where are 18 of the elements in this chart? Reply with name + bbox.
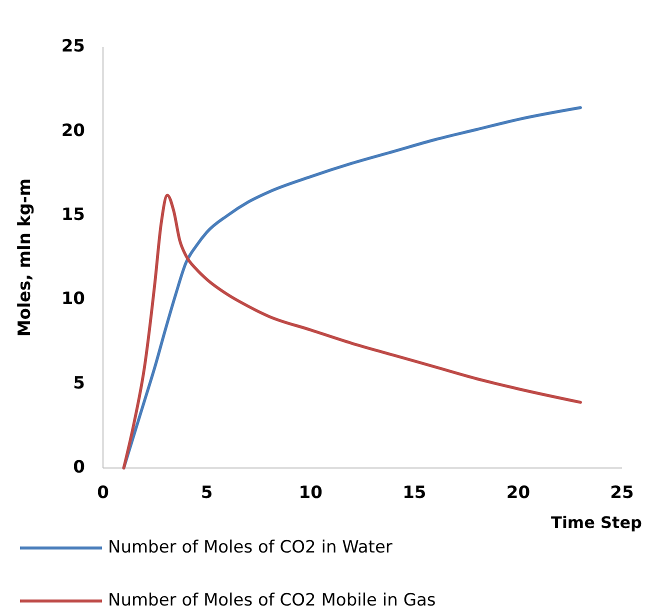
y-tick-label: 0 <box>73 458 86 478</box>
x-tick-label: 20 <box>506 483 530 503</box>
y-tick-label: 5 <box>73 373 85 394</box>
y-tick-label: 10 <box>61 289 86 310</box>
line-series <box>122 106 582 470</box>
legend-label: Number of Moles of CO2 in Water <box>108 538 392 558</box>
x-tick-label: 5 <box>200 483 213 503</box>
y-tick-label: 20 <box>61 120 86 141</box>
legend-label: Number of Moles of CO2 Mobile in Gas <box>108 590 436 611</box>
y-tick-label: 15 <box>61 205 85 226</box>
y-tick-label: 25 <box>61 36 85 57</box>
x-tick-label: 15 <box>402 483 426 503</box>
x-tick-label: 10 <box>298 483 323 503</box>
x-tick-label: 25 <box>610 483 634 503</box>
y-axis-title: Moles, mln kg-m <box>15 178 35 337</box>
x-tick-label: 0 <box>97 483 110 503</box>
x-axis-title: Time Step <box>551 513 642 532</box>
line-series <box>122 194 582 470</box>
